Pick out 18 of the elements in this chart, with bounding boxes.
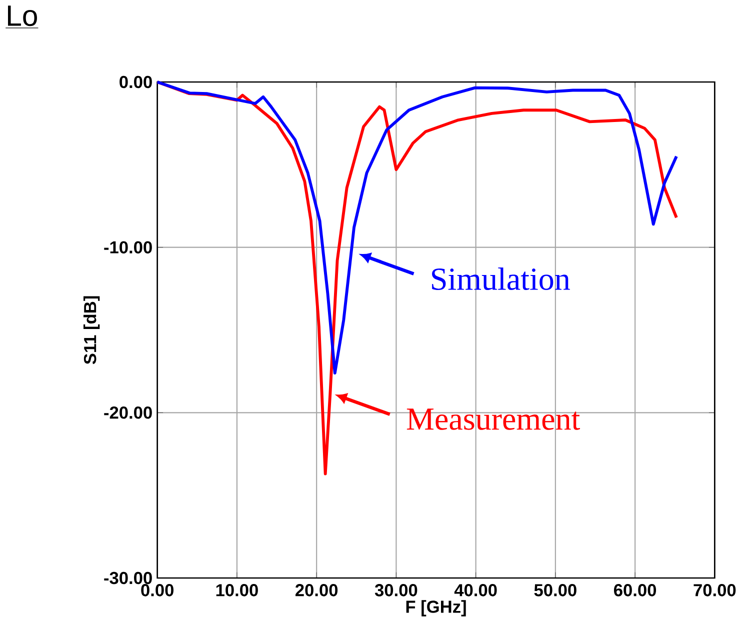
chart-title: Lo [8,6,37,26]
x-tick-label: 30.00 [374,584,418,596]
y-tick-label: 0.00 [120,76,152,88]
y-tick-label: -30.00 [104,572,152,584]
annotation: Measurement [406,408,580,430]
x-tick-label: 50.00 [534,584,576,596]
x-tick-label: 0.00 [141,584,174,596]
y-tick-label: -20.00 [104,406,152,419]
line-series [156,80,678,374]
y-axis-title: S11 [dB] [83,296,100,364]
x-axis-title: F [GHz] [406,600,466,616]
x-tick-label: 10.00 [216,584,258,596]
x-tick-label: 70.00 [694,584,736,596]
annotation: Simulation [432,267,570,290]
x-tick-label: 20.00 [295,584,338,596]
x-tick-label: 60.00 [614,584,656,596]
x-tick-label: 40.00 [454,584,497,596]
y-tick-label: -10.00 [104,241,152,254]
